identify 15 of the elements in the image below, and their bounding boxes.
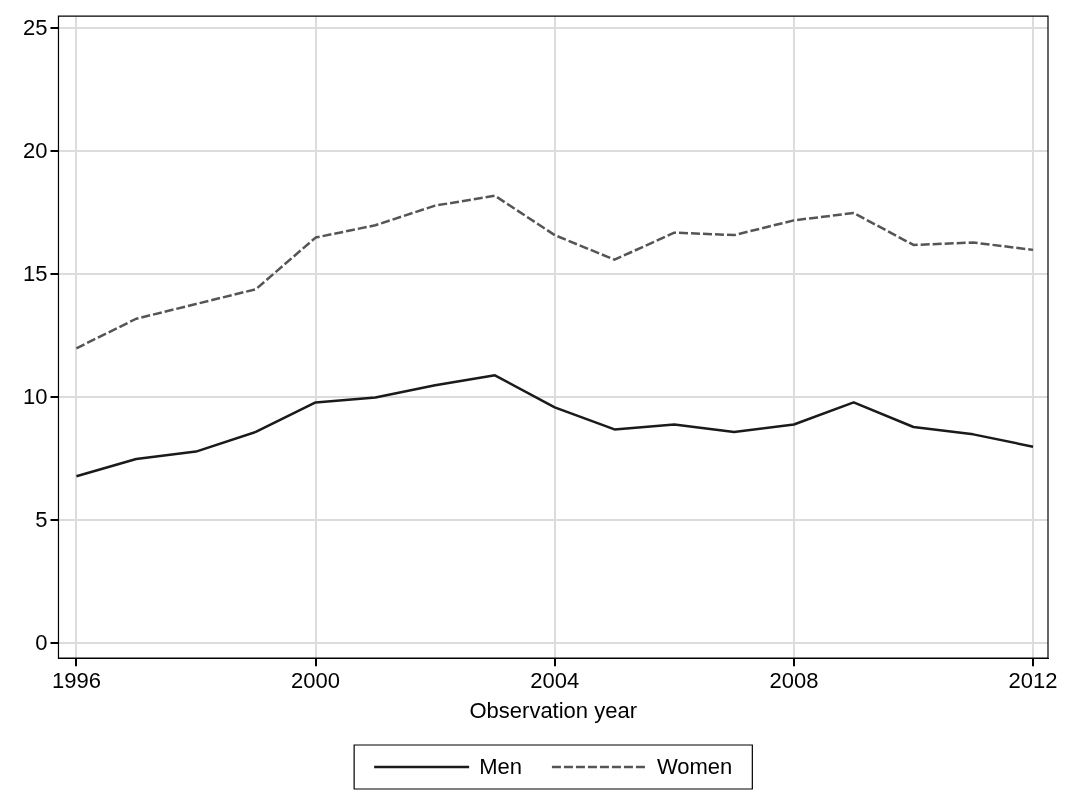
y-tick-label: 0 bbox=[35, 629, 48, 655]
y-tick-label: 15 bbox=[22, 260, 48, 286]
line-series bbox=[75, 194, 1035, 350]
legend-label: Women bbox=[656, 754, 733, 780]
legend-label: Men bbox=[479, 754, 522, 780]
y-tick-label: 5 bbox=[35, 506, 48, 532]
x-tick-label: 2000 bbox=[291, 668, 341, 694]
y-tick-label: 10 bbox=[22, 383, 48, 409]
x-tick-label: 2004 bbox=[530, 668, 580, 694]
x-tick-label: 2012 bbox=[1008, 668, 1058, 694]
x-axis-title: Observation year bbox=[469, 697, 637, 723]
x-tick-label: 1996 bbox=[51, 668, 101, 694]
x-tick-label: 2008 bbox=[769, 668, 819, 694]
y-tick-label: 20 bbox=[22, 137, 48, 163]
y-tick-label: 25 bbox=[22, 14, 48, 40]
